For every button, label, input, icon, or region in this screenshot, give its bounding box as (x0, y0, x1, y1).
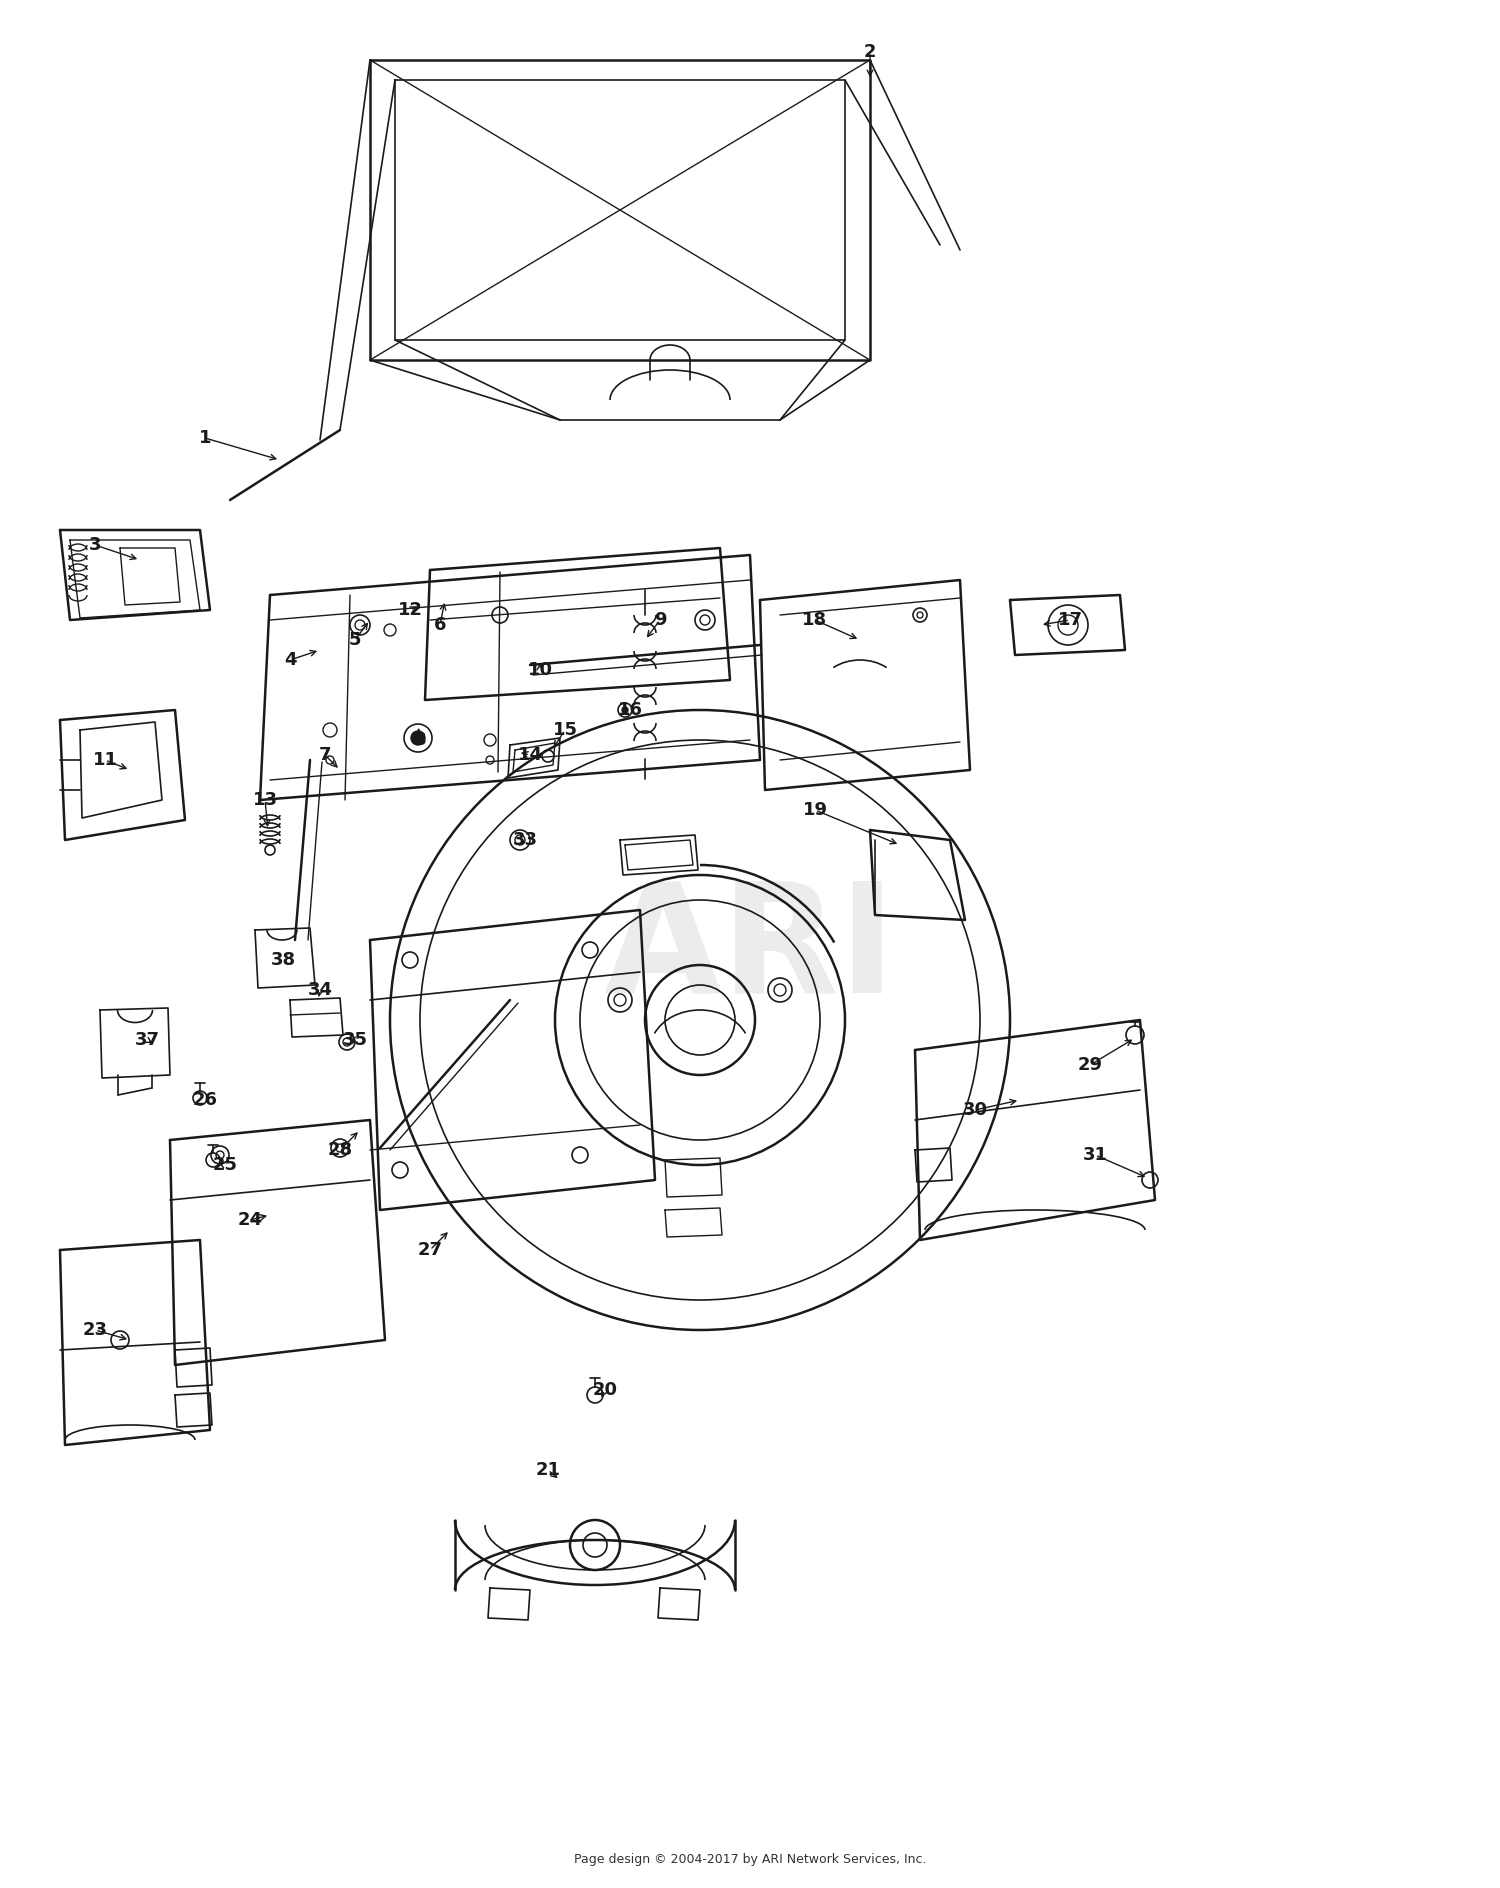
Text: 6: 6 (433, 615, 447, 634)
Text: 5: 5 (348, 631, 361, 649)
Text: 12: 12 (398, 600, 423, 619)
Text: Page design © 2004-2017 by ARI Network Services, Inc.: Page design © 2004-2017 by ARI Network S… (573, 1854, 926, 1867)
Text: 31: 31 (1083, 1146, 1107, 1165)
Text: 14: 14 (518, 746, 543, 765)
Text: 34: 34 (308, 982, 333, 999)
Text: 19: 19 (802, 801, 828, 819)
Text: 1: 1 (198, 429, 211, 447)
Text: ARI: ARI (603, 876, 897, 1025)
Text: 27: 27 (417, 1240, 442, 1259)
Text: 28: 28 (327, 1140, 352, 1159)
Text: 9: 9 (654, 612, 666, 629)
Text: 33: 33 (513, 831, 537, 850)
Text: 7: 7 (318, 746, 332, 765)
Text: 24: 24 (237, 1210, 262, 1229)
Text: 21: 21 (536, 1461, 561, 1478)
Text: 15: 15 (552, 721, 578, 738)
Circle shape (411, 731, 424, 746)
Text: 18: 18 (802, 612, 828, 629)
Text: 13: 13 (252, 791, 278, 808)
Text: 30: 30 (963, 1101, 987, 1120)
Text: 11: 11 (93, 751, 117, 768)
Text: 10: 10 (528, 661, 552, 680)
Text: 29: 29 (1077, 1055, 1102, 1074)
Text: 26: 26 (192, 1091, 217, 1108)
Text: 38: 38 (270, 952, 296, 969)
Text: 37: 37 (135, 1031, 159, 1050)
Text: 2: 2 (864, 43, 876, 60)
Text: 8: 8 (414, 731, 426, 750)
Text: 20: 20 (592, 1380, 618, 1399)
Text: 25: 25 (213, 1155, 237, 1174)
Text: 23: 23 (82, 1322, 108, 1339)
Text: 17: 17 (1058, 612, 1083, 629)
Circle shape (622, 706, 628, 714)
Text: 3: 3 (88, 536, 102, 553)
Text: 35: 35 (342, 1031, 368, 1050)
Text: 4: 4 (284, 651, 296, 668)
Text: 16: 16 (618, 700, 642, 719)
